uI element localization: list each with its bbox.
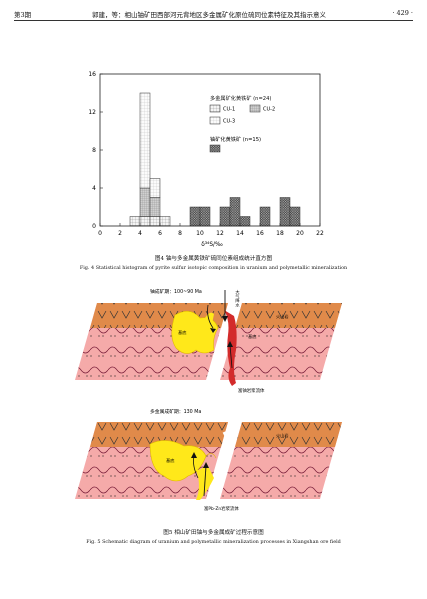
- x-tick-label-22: 22: [316, 230, 324, 237]
- y-axis-ticks: 0 4 8 12 16: [88, 71, 103, 230]
- x-tick-label-12: 12: [216, 230, 224, 237]
- legend-label-cu1: CU-1: [223, 107, 235, 113]
- legend-swatch-cu3: [209, 116, 221, 125]
- y-tick-label-12: 12: [88, 109, 96, 116]
- bar-cu-3-4: [139, 92, 151, 189]
- x-tick-label-8: 8: [178, 230, 182, 237]
- fig4-caption-cn: 图4 铀与多金属黄铁矿硫同位素组成统计直方图: [154, 256, 273, 262]
- legend-swatch-cu1: [209, 104, 221, 113]
- legend-swatch-cu2: [249, 104, 261, 113]
- rock-label-d: 火山岩: [276, 432, 289, 439]
- x-tick-label-14: 14: [236, 230, 244, 237]
- legend-group1-title: 多金属矿化黄铁矿 (n=24): [210, 94, 271, 102]
- x-tick-label-6: 6: [158, 230, 162, 237]
- fig4-caption-en: Fig. 4 Statistical histogram of pyrite s…: [79, 265, 348, 271]
- x-tick-label-20: 20: [296, 230, 304, 237]
- x-tick-label-10: 10: [196, 230, 204, 237]
- y-tick-label-4: 4: [92, 185, 96, 192]
- y-tick-label-8: 8: [92, 147, 96, 154]
- fig5-caption-cn: 图5 相山矿田铀与多金属成矿过程示意图: [163, 530, 264, 536]
- rock-label-c: 基底: [178, 329, 186, 336]
- page-number: · 429 ·: [392, 9, 413, 17]
- bar-cu-3-5: [149, 178, 161, 198]
- x-tick-label-4: 4: [138, 230, 142, 237]
- x-axis-label: δ³⁴S/‰: [201, 241, 223, 248]
- header-rule: [14, 20, 413, 21]
- uranium-stage-label: 铀成矿期：100~90 Ma: [150, 288, 202, 295]
- y-tick-label-0: 0: [92, 223, 96, 230]
- polymetallic-stage-panel: [75, 422, 342, 500]
- polymetallic-stage-label: 多金属成矿期：130 Ma: [150, 408, 201, 415]
- u-fluid-label: 富铀岩浆流体: [238, 387, 265, 394]
- x-tick-label-2: 2: [118, 230, 122, 237]
- rock-label-e: 基底: [166, 457, 174, 464]
- pbzn-fluid-label: 富Pb-Zn岩浆流体: [204, 505, 239, 512]
- rock-label-b: 基底: [248, 333, 256, 340]
- fig5-caption-en: Fig. 5 Schematic diagram of uranium and …: [86, 539, 341, 545]
- issue-number: 第3期: [14, 11, 32, 19]
- meteoric-water-label: 大气降水: [235, 289, 241, 308]
- legend-group2-title: 铀矿化黄铁矿 (n=15): [210, 135, 261, 143]
- x-tick-label-16: 16: [256, 230, 264, 237]
- x-tick-label-0: 0: [98, 230, 102, 237]
- legend-label-cu2: CU-2: [263, 107, 275, 113]
- rock-label-a: 火山岩: [276, 313, 289, 320]
- legend-label-cu3: CU-3: [223, 119, 235, 125]
- x-axis-ticks: 0 2 4 6 8 10 12 14 16 18 20 22: [98, 223, 324, 237]
- legend-swatch-uranium: [209, 144, 221, 153]
- y-tick-label-16: 16: [88, 71, 96, 78]
- uranium-stage-panel: [75, 290, 342, 386]
- running-title: 郭建，等：相山铀矿田西部河元背地区多金属矿化原位硫同位素特征及其指示意义: [92, 11, 326, 19]
- sulfur-isotope-histogram: 0 2 4 6 8 10 12 14 16 18 20 22 0 4 8 12 16 多金属矿化黄铁矿 (n=…: [88, 71, 324, 248]
- x-tick-label-18: 18: [276, 230, 284, 237]
